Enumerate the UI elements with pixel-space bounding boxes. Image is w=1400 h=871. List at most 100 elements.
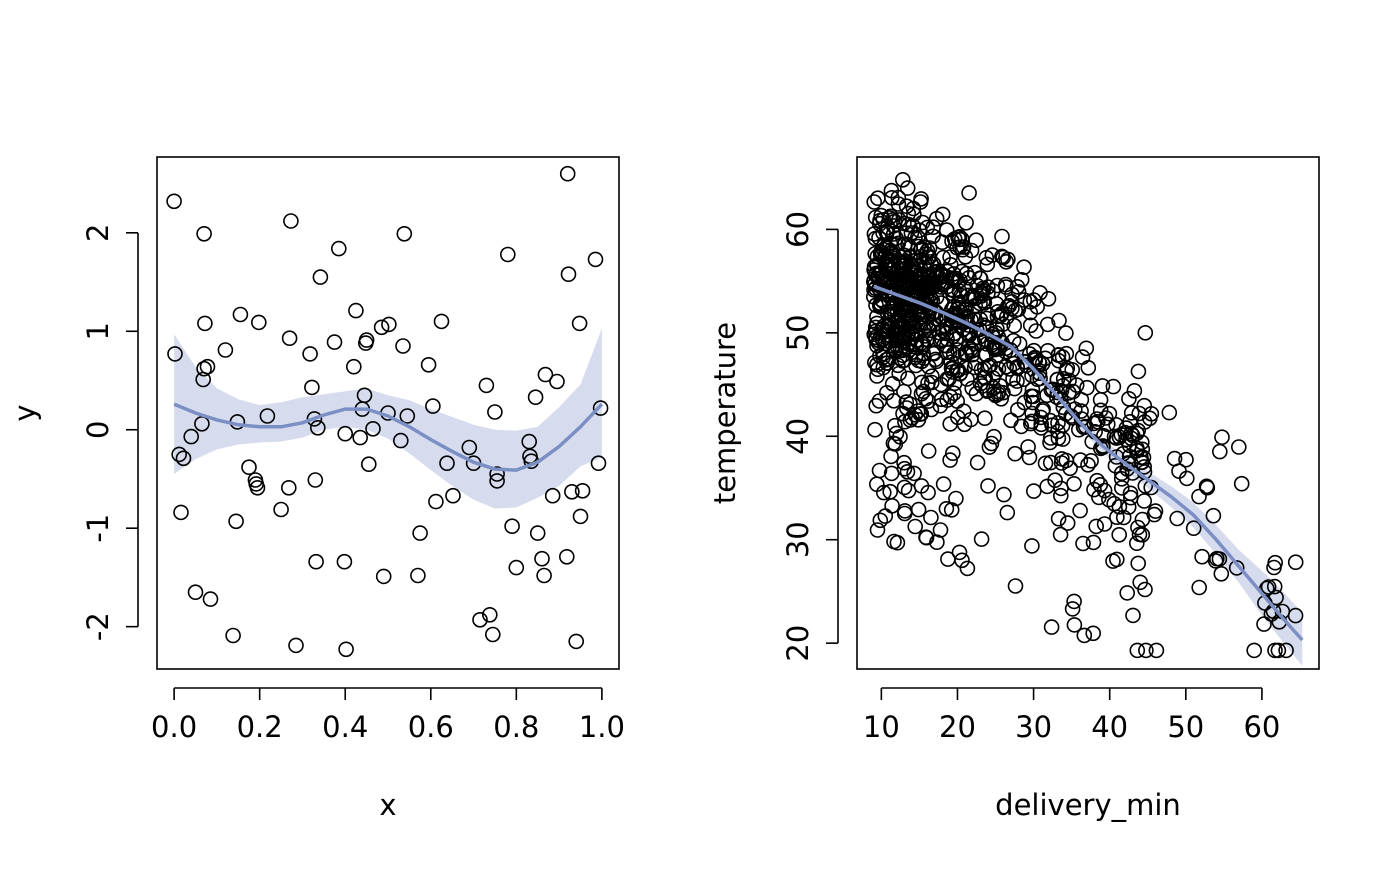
right-data-point xyxy=(966,264,983,281)
right-data-point xyxy=(942,249,958,265)
right-data-point xyxy=(942,388,959,405)
right-data-point xyxy=(1074,349,1091,365)
right-data-point xyxy=(1005,370,1021,387)
right-data-point xyxy=(1020,439,1036,455)
right-data-point xyxy=(1016,259,1032,276)
right-data-point xyxy=(923,509,939,526)
right-data-point xyxy=(1129,535,1145,552)
right-data-point xyxy=(908,273,925,290)
left-data-point xyxy=(202,591,219,607)
left-data-point xyxy=(559,165,576,182)
right-data-point xyxy=(920,263,936,279)
left-data-point xyxy=(489,473,505,489)
right-data-point xyxy=(887,295,903,312)
right-data-point xyxy=(940,551,956,567)
right-data-point xyxy=(1062,460,1078,477)
right-data-point xyxy=(1122,413,1138,430)
right-data-point xyxy=(1131,405,1147,422)
right-data-point xyxy=(915,320,932,336)
right-x-axis: 10 20 30 40 50 60 xyxy=(863,687,1280,744)
left-data-point xyxy=(396,226,413,242)
right-data-point xyxy=(967,297,984,314)
right-data-point xyxy=(911,280,928,297)
right-data-point xyxy=(946,385,962,402)
right-data-point xyxy=(935,476,952,492)
right-data-point xyxy=(1009,373,1025,389)
right-data-point xyxy=(883,182,900,199)
left-data-point xyxy=(356,387,373,404)
right-data-point xyxy=(1066,593,1082,610)
left-data-point xyxy=(499,246,516,263)
right-data-point xyxy=(1266,559,1282,576)
right-data-point xyxy=(906,465,922,482)
right-data-point xyxy=(964,331,981,348)
left-data-point xyxy=(225,627,241,644)
left-data-point xyxy=(420,356,437,373)
right-data-point xyxy=(1109,509,1125,526)
right-data-point xyxy=(1024,413,1040,430)
right-data-point xyxy=(1113,470,1130,487)
left-data-point xyxy=(373,319,390,336)
right-data-point xyxy=(1039,387,1055,404)
left-plot-frame xyxy=(156,156,620,670)
left-x-tick-label: 0.2 xyxy=(237,710,283,744)
right-y-axis-label: temperature xyxy=(708,322,742,504)
right-data-point xyxy=(867,421,883,438)
right-data-point xyxy=(1191,488,1207,505)
right-data-point xyxy=(1205,507,1222,524)
right-data-point xyxy=(1147,503,1164,519)
right-data-point xyxy=(944,270,961,287)
right-data-point xyxy=(913,385,930,402)
left-data-point xyxy=(187,584,204,601)
right-data-point xyxy=(1126,382,1143,399)
right-data-point xyxy=(1072,502,1088,519)
right-data-point xyxy=(1091,489,1107,506)
right-data-point xyxy=(953,231,970,247)
right-data-point xyxy=(882,208,899,225)
right-data-point xyxy=(890,357,906,374)
right-smooth-line xyxy=(873,284,1304,642)
right-data-point xyxy=(867,230,884,247)
right-data-point xyxy=(994,305,1010,322)
right-data-point xyxy=(1161,404,1178,421)
right-data-point xyxy=(1228,560,1245,576)
left-data-point xyxy=(574,482,591,499)
left-data-point xyxy=(338,641,354,658)
right-data-point xyxy=(1092,402,1109,419)
right-data-point xyxy=(896,460,913,477)
right-y-tick-label: 40 xyxy=(781,418,815,455)
right-data-point xyxy=(1266,578,1283,595)
right-data-point xyxy=(958,265,975,282)
right-data-point xyxy=(1050,347,1067,364)
right-data-point xyxy=(914,374,930,391)
left-data-point xyxy=(228,513,244,530)
right-data-point xyxy=(1115,509,1132,526)
right-plot-frame xyxy=(856,156,1320,670)
right-data-point xyxy=(1055,399,1072,416)
left-data-point xyxy=(302,346,318,362)
right-data-point xyxy=(1185,520,1202,537)
right-data-point xyxy=(894,172,911,188)
right-data-point xyxy=(1212,443,1228,460)
left-data-point xyxy=(273,501,289,518)
left-data-point xyxy=(307,472,324,488)
right-x-tick-label: 50 xyxy=(1167,710,1204,744)
left-data-point xyxy=(537,366,554,383)
right-data-point xyxy=(952,348,969,365)
left-data-point xyxy=(392,432,409,449)
right-data-point xyxy=(994,334,1010,351)
right-data-point xyxy=(1080,456,1096,473)
right-data-point xyxy=(923,256,939,272)
left-data-point xyxy=(560,266,577,283)
right-data-point xyxy=(1007,578,1024,594)
right-data-point xyxy=(1209,550,1225,567)
right-data-point xyxy=(1050,510,1067,527)
left-data-point xyxy=(489,466,505,482)
right-data-point xyxy=(993,390,1010,407)
right-data-point xyxy=(912,406,929,422)
right-data-point xyxy=(910,501,927,518)
right-data-point xyxy=(1006,380,1023,397)
right-data-point xyxy=(981,439,998,455)
left-data-point xyxy=(549,373,565,390)
